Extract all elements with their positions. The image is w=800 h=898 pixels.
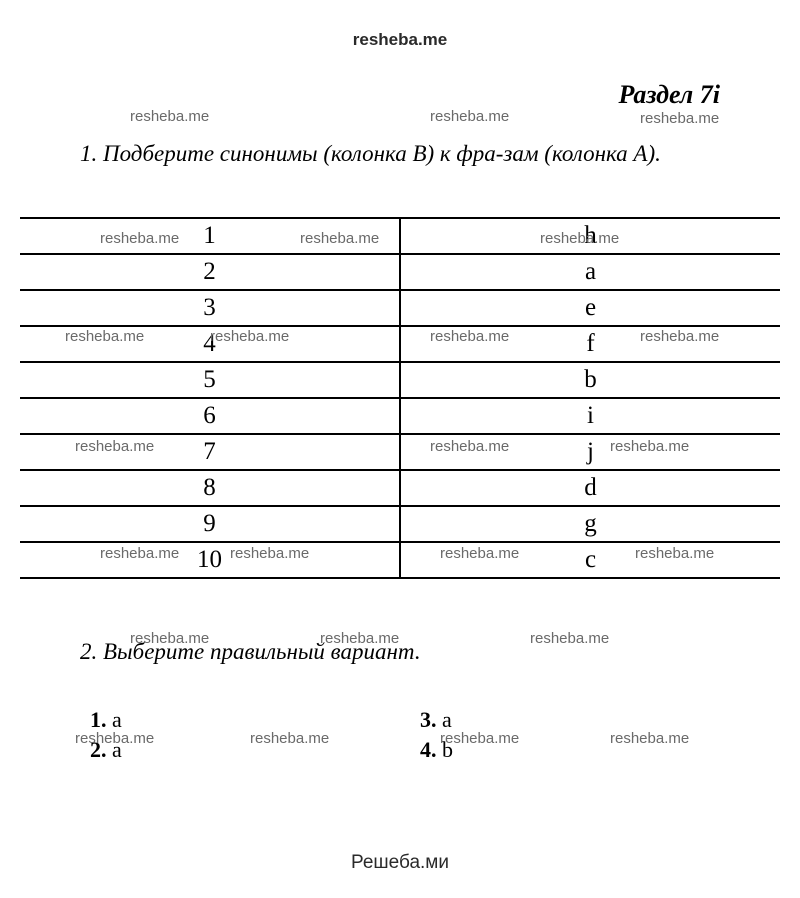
table-cell: g [400, 506, 780, 542]
table-cell: 4 [20, 326, 400, 362]
table-cell: 10 [20, 542, 400, 578]
task1-text: 1. Подберите синонимы (колонка B) к фра-… [20, 138, 780, 169]
task2-num: 2. [80, 639, 97, 664]
table-cell: h [400, 218, 780, 254]
table-row: 3e [20, 290, 780, 326]
table-row: 9g [20, 506, 780, 542]
table-row: 5b [20, 362, 780, 398]
table-cell: i [400, 398, 780, 434]
choice-val: a [442, 707, 452, 732]
task2-body: Выберите правильный вариант. [103, 639, 421, 664]
task2-text: 2. Выберите правильный вариант. [20, 639, 780, 665]
table-cell: 7 [20, 434, 400, 470]
choices-col1: 1. a2. a [90, 707, 420, 767]
choice-item: 2. a [90, 737, 420, 763]
table-row: 10c [20, 542, 780, 578]
table-row: 8d [20, 470, 780, 506]
watermark: resheba.me [130, 108, 209, 125]
watermark: resheba.me [640, 110, 719, 127]
choice-num: 3. [420, 707, 442, 732]
table-row: 1h [20, 218, 780, 254]
table-cell: 8 [20, 470, 400, 506]
choices-col2: 3. a4. b [420, 707, 750, 767]
task1-num: 1. [80, 141, 97, 166]
answers-table: 1h2a3e4f5b6i7j8d9g10c [20, 217, 780, 579]
table-row: 7j [20, 434, 780, 470]
choice-num: 2. [90, 737, 112, 762]
watermark: resheba.me [430, 108, 509, 125]
choice-val: b [442, 737, 453, 762]
choice-item: 4. b [420, 737, 750, 763]
table-cell: 9 [20, 506, 400, 542]
table-row: 4f [20, 326, 780, 362]
choice-item: 3. a [420, 707, 750, 733]
table-cell: j [400, 434, 780, 470]
table-row: 6i [20, 398, 780, 434]
choice-item: 1. a [90, 707, 420, 733]
table-cell: 5 [20, 362, 400, 398]
table-cell: f [400, 326, 780, 362]
choice-num: 1. [90, 707, 112, 732]
table-cell: 6 [20, 398, 400, 434]
table-cell: b [400, 362, 780, 398]
table-cell: d [400, 470, 780, 506]
choice-val: a [112, 707, 122, 732]
top-watermark: resheba.me [20, 30, 780, 50]
task1-body: Подберите синонимы (колонка B) к фра-зам… [103, 141, 661, 166]
section-title: Раздел 7i [20, 80, 780, 110]
choice-num: 4. [420, 737, 442, 762]
table-cell: c [400, 542, 780, 578]
table-cell: 2 [20, 254, 400, 290]
table-cell: e [400, 290, 780, 326]
table-row: 2a [20, 254, 780, 290]
table-cell: 3 [20, 290, 400, 326]
table-cell: 1 [20, 218, 400, 254]
choice-val: a [112, 737, 122, 762]
footer-text: Решеба.ми [0, 852, 800, 874]
choices-block: 1. a2. a 3. a4. b [20, 707, 780, 767]
table-cell: a [400, 254, 780, 290]
